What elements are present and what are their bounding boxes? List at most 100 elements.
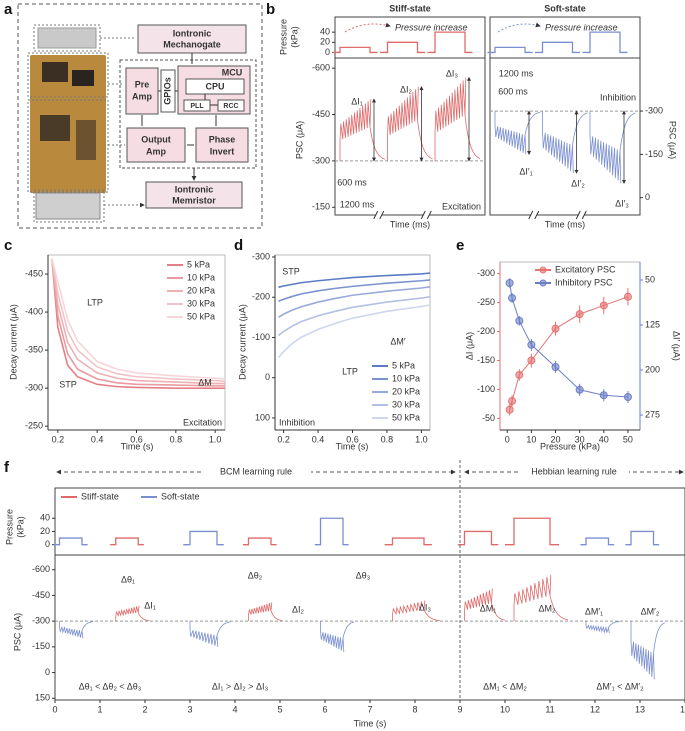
x-axis-label: Time (ms) xyxy=(545,219,585,229)
axis-break-mark xyxy=(420,210,432,220)
legend-label: 20 kPa xyxy=(187,285,215,295)
block-label: MCU xyxy=(222,67,243,77)
x-axis-label: Time (ms) xyxy=(390,219,430,229)
legend-label: 5 kPa xyxy=(187,259,210,269)
annotation: ΔM′ xyxy=(390,336,406,346)
series-line xyxy=(51,258,226,380)
y-tick-label: 275 xyxy=(645,409,660,419)
y-tick-label: -300 xyxy=(252,251,270,261)
y-tick-label: 20 xyxy=(40,526,50,536)
x-tick-label: 10 xyxy=(526,434,536,444)
x-tick-label: 0.2 xyxy=(277,434,290,444)
annotation: ΔI₂ xyxy=(400,84,413,94)
annotation: ΔM₁ < ΔM₂ xyxy=(483,681,527,691)
pressure-pulse xyxy=(380,41,425,54)
pressure-pulse xyxy=(580,537,615,546)
y-tick-label: -300 xyxy=(312,155,330,165)
annotation: STP xyxy=(282,266,300,276)
x-tick-label: 50 xyxy=(623,434,633,444)
block-label: Output xyxy=(141,134,171,144)
annotation: ΔM′₂ xyxy=(641,606,660,616)
block-label: Amp xyxy=(132,91,153,101)
annotation: 600 ms xyxy=(337,177,367,187)
x-tick-label: 20 xyxy=(551,434,561,444)
x-axis-label: Pressure (kPa) xyxy=(540,441,600,451)
annotation: ΔI′₂ xyxy=(571,178,585,188)
pressure-pulse xyxy=(427,31,473,54)
x-tick-label: 40 xyxy=(599,434,609,444)
series-line xyxy=(51,258,225,385)
x-tick-label: 1.0 xyxy=(415,434,428,444)
block xyxy=(137,24,247,54)
point xyxy=(599,391,608,400)
axis-break-mark xyxy=(575,210,587,220)
y-tick-label: -400 xyxy=(25,306,43,316)
block-label: Iontronic xyxy=(173,28,212,38)
x-tick-label: 6 xyxy=(322,704,327,714)
annotation: ΔI₁ xyxy=(144,600,156,610)
series-line xyxy=(278,285,431,319)
annotation: 1200 ms xyxy=(340,199,375,209)
pressure-note: Pressure increase xyxy=(395,22,468,32)
series-line xyxy=(509,282,628,398)
y-tick-label: -200 xyxy=(252,292,270,302)
legend-label: 10 kPa xyxy=(187,272,215,282)
pressure-pulse xyxy=(110,537,144,546)
axis-label: Decay current (μA) xyxy=(8,304,18,380)
callout-arrow xyxy=(100,37,144,205)
block xyxy=(125,67,159,115)
x-tick-label: 10 xyxy=(500,704,510,714)
x-tick-label: 14 xyxy=(680,704,685,714)
point xyxy=(508,397,517,406)
psc-trace xyxy=(464,588,506,622)
x-axis-label: Time (s) xyxy=(354,718,387,728)
annotation: Δθ₂ xyxy=(248,570,263,580)
legend-label: 30 kPa xyxy=(187,298,215,308)
point xyxy=(575,310,584,319)
panel-label: d xyxy=(234,237,243,254)
x-tick-label: 2 xyxy=(142,704,147,714)
series-line xyxy=(51,258,226,383)
annotation: ΔM xyxy=(198,377,212,387)
plot-frame xyxy=(54,487,685,701)
x-tick-label: 0.6 xyxy=(346,434,359,444)
legend-label: Excitatory PSC xyxy=(555,264,616,274)
callout xyxy=(33,24,101,52)
series-line xyxy=(277,304,431,359)
x-tick-label: 0.8 xyxy=(381,434,394,444)
x-tick-label: 13 xyxy=(635,704,645,714)
point xyxy=(623,292,632,301)
axis-label: PSC (μA) xyxy=(668,121,678,159)
block-label: CPU xyxy=(205,81,224,91)
panel-label: b xyxy=(266,1,275,18)
annotation: ΔI₁ xyxy=(351,96,363,106)
panel-label: a xyxy=(4,1,13,18)
note-arrow xyxy=(344,22,391,33)
y-tick-label: 125 xyxy=(645,319,660,329)
psc-trace xyxy=(392,600,440,622)
annotation: ΔI′₃ xyxy=(615,198,629,208)
pressure-pulse xyxy=(53,537,88,546)
y-tick-label: -300 xyxy=(25,383,43,393)
annotation: ΔI′₁ xyxy=(519,166,532,176)
y-tick-label: 20 xyxy=(320,37,330,47)
legend-label: Stiff-state xyxy=(81,491,119,501)
annotation: ΔM′₁ < ΔM′₂ xyxy=(596,681,644,691)
psc-trace xyxy=(339,99,386,161)
point xyxy=(575,385,584,394)
annotation: Inhibition xyxy=(600,92,636,102)
annotation: ΔI₃ xyxy=(419,602,432,612)
x-tick-label: 0 xyxy=(505,434,510,444)
rule-header: Hebbian learning rule xyxy=(531,466,617,476)
pressure-pulse xyxy=(384,537,432,546)
x-tick-label: 7 xyxy=(367,704,372,714)
psc-trace xyxy=(59,621,94,639)
y-tick-label: -350 xyxy=(25,344,43,354)
annotation: Inhibition xyxy=(279,417,315,427)
annotation: LTP xyxy=(87,297,103,307)
annotation: ΔM₂ xyxy=(538,603,556,613)
x-tick-label: 1.0 xyxy=(209,434,222,444)
block-label: Mechanogate xyxy=(163,39,221,49)
pressure-pulse xyxy=(457,530,499,546)
psc-trace xyxy=(542,111,588,174)
